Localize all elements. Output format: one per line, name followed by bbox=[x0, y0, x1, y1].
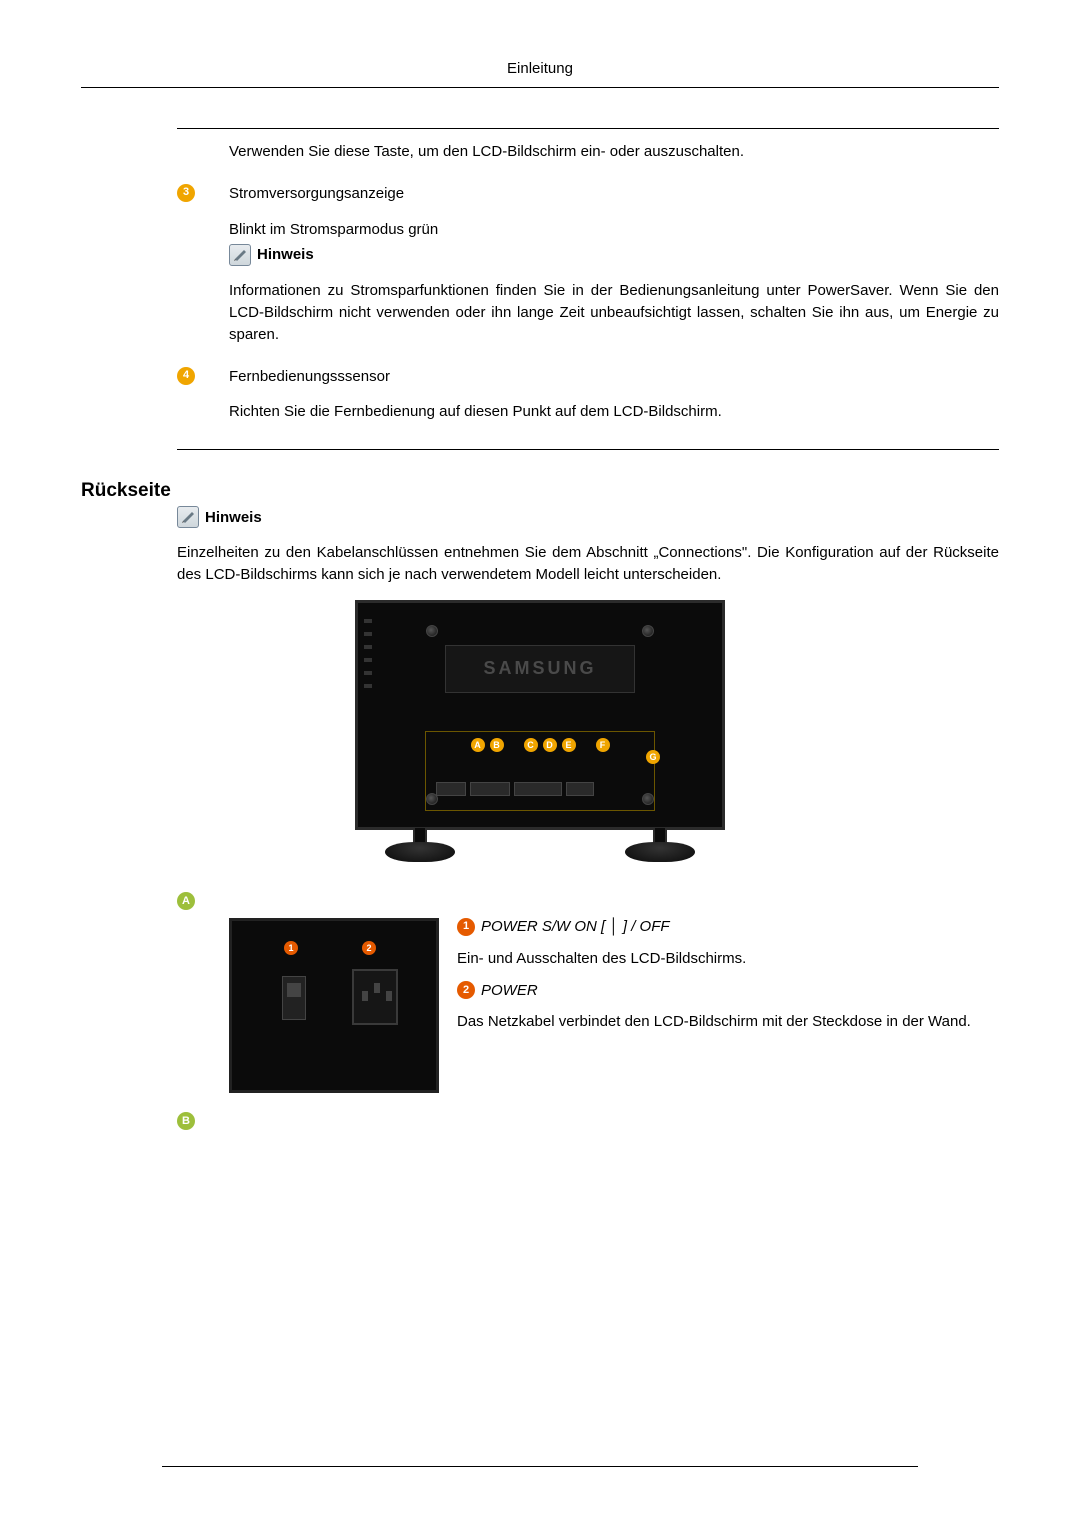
power-panel-figure: 1 2 bbox=[229, 918, 439, 1093]
section-heading: Rückseite bbox=[81, 480, 999, 502]
entry-2-title: POWER bbox=[481, 982, 538, 999]
entry-1-body: Ein- und Ausschalten des LCD-Bildschirms… bbox=[457, 948, 995, 970]
item-3-desc2: Informationen zu Stromsparfunktionen fin… bbox=[229, 280, 999, 345]
number-bullet-3: 3 bbox=[177, 184, 195, 202]
monitor-rear-figure: SAMSUNG A B C D E F bbox=[81, 600, 999, 866]
item-3-note-label: Hinweis bbox=[257, 244, 314, 266]
power-socket-icon bbox=[352, 969, 398, 1025]
sub-a-row: A bbox=[177, 891, 999, 910]
letter-bullet-a: A bbox=[177, 892, 195, 910]
screw-icon bbox=[642, 625, 654, 637]
item-4-row: 4 Fernbedienungsssensor Richten Sie die … bbox=[177, 366, 999, 438]
item-4-title: Fernbedienungsssensor bbox=[229, 366, 999, 388]
note-icon bbox=[229, 244, 251, 266]
port-slot-icon bbox=[514, 782, 562, 796]
detail-num-2: 2 bbox=[362, 941, 376, 955]
item-3-title: Stromversorgungsanzeige bbox=[229, 183, 999, 205]
port-letter-a: A bbox=[471, 738, 485, 752]
stand-left-icon bbox=[385, 830, 455, 866]
intro-paragraph: Verwenden Sie diese Taste, um den LCD-Bi… bbox=[229, 141, 999, 163]
port-letter-g: G bbox=[646, 750, 660, 764]
port-letter-b: B bbox=[490, 738, 504, 752]
port-letter-f: F bbox=[596, 738, 610, 752]
section-paragraph: Einzelheiten zu den Kabelanschlüssen ent… bbox=[177, 542, 999, 586]
section-note-label: Hinweis bbox=[205, 509, 262, 526]
item-4-desc1: Richten Sie die Fernbedienung auf diesen… bbox=[229, 401, 999, 423]
entry-2-body: Das Netzkabel verbindet den LCD-Bildschi… bbox=[457, 1011, 995, 1033]
stand-right-icon bbox=[625, 830, 695, 866]
intro-row: Verwenden Sie diese Taste, um den LCD-Bi… bbox=[177, 141, 999, 177]
letter-bullet-b: B bbox=[177, 1112, 195, 1130]
power-switch-icon bbox=[282, 976, 306, 1020]
screw-icon bbox=[426, 625, 438, 637]
sub-b-row: B bbox=[177, 1111, 999, 1130]
item-3-desc1: Blinkt im Stromsparmodus grün bbox=[229, 219, 999, 241]
detail-num-1: 1 bbox=[284, 941, 298, 955]
mid-divider bbox=[177, 449, 999, 450]
port-slot-icon bbox=[566, 782, 594, 796]
number-bullet-4: 4 bbox=[177, 367, 195, 385]
port-slot-icon bbox=[470, 782, 510, 796]
detail-block-a: 1 2 1 POWER S/W ON [ │ ] / OFF Ein- und … bbox=[177, 918, 999, 1093]
red-bullet-1: 1 bbox=[457, 918, 475, 936]
footer-divider bbox=[162, 1466, 918, 1467]
brand-plate: SAMSUNG bbox=[445, 645, 635, 693]
vent-slits-icon bbox=[364, 619, 372, 689]
port-letter-c: C bbox=[524, 738, 538, 752]
brand-text: SAMSUNG bbox=[483, 658, 596, 679]
port-slot-icon bbox=[436, 782, 466, 796]
port-letter-d: D bbox=[543, 738, 557, 752]
page-header-title: Einleitung bbox=[81, 60, 999, 88]
red-bullet-2: 2 bbox=[457, 981, 475, 999]
port-panel: A B C D E F G bbox=[425, 731, 655, 811]
note-icon bbox=[177, 506, 199, 528]
item-3-row: 3 Stromversorgungsanzeige Blinkt im Stro… bbox=[177, 183, 999, 360]
port-letter-e: E bbox=[562, 738, 576, 752]
entry-1-title: POWER S/W ON [ │ ] / OFF bbox=[481, 918, 670, 935]
top-divider bbox=[177, 128, 999, 129]
